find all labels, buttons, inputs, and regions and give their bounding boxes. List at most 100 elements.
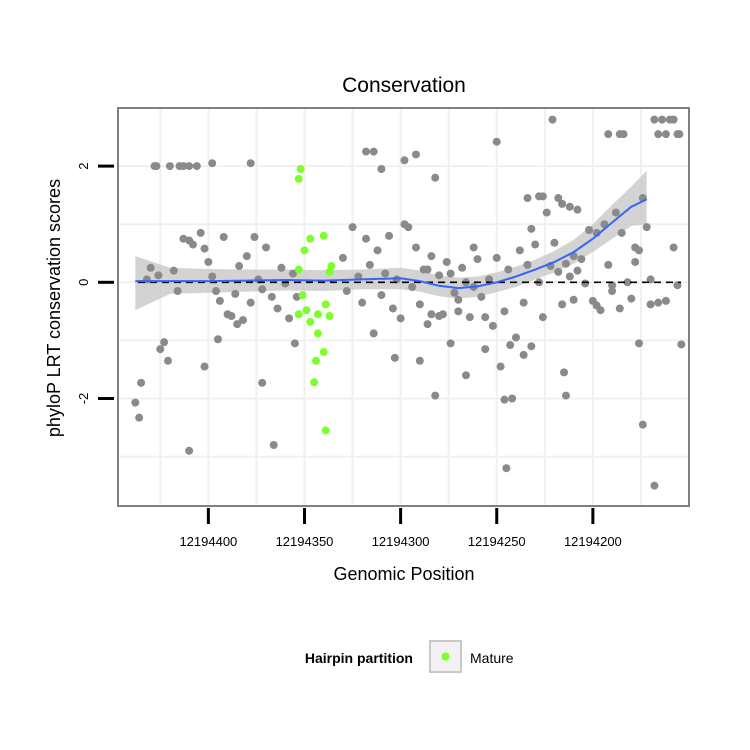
data-point: [285, 314, 294, 323]
data-point: [250, 232, 259, 241]
mature-data-point: [294, 174, 303, 183]
data-point: [427, 252, 436, 261]
x-axis-title: Genomic Position: [333, 564, 474, 584]
data-point: [131, 398, 140, 407]
data-point: [542, 208, 551, 217]
data-point: [385, 231, 394, 240]
data-point: [408, 282, 417, 291]
data-point: [502, 464, 511, 473]
mature-data-point: [296, 165, 305, 174]
panel-background: [118, 108, 689, 506]
data-point: [377, 291, 386, 300]
data-point: [554, 267, 563, 276]
data-point: [231, 289, 240, 298]
data-point: [208, 159, 217, 168]
legend-marker-mature: [441, 652, 450, 661]
data-point: [585, 226, 594, 235]
data-point: [469, 243, 478, 252]
data-point: [627, 294, 636, 303]
data-point: [258, 285, 267, 294]
x-tick-label: 12194200: [564, 534, 622, 549]
data-point: [188, 240, 197, 249]
data-point: [163, 356, 172, 365]
data-point: [173, 287, 182, 296]
data-point: [258, 378, 267, 387]
data-point: [581, 279, 590, 288]
data-point: [242, 252, 251, 261]
data-point: [446, 269, 455, 278]
data-point: [269, 440, 278, 449]
data-point: [642, 223, 651, 232]
data-point: [165, 162, 174, 171]
data-point: [362, 147, 371, 156]
data-point: [481, 345, 490, 354]
data-point: [238, 316, 247, 325]
data-point: [390, 353, 399, 362]
data-point: [558, 300, 567, 309]
mature-data-point: [325, 267, 334, 276]
data-point: [523, 260, 532, 269]
data-point: [381, 269, 390, 278]
data-point: [675, 130, 684, 139]
data-point: [235, 262, 244, 271]
x-tick-label: 12194300: [372, 534, 430, 549]
data-point: [338, 253, 347, 262]
data-point: [548, 115, 557, 124]
data-point: [137, 378, 146, 387]
data-point: [160, 338, 169, 347]
data-point: [635, 246, 644, 255]
data-point: [550, 238, 559, 247]
data-point: [446, 339, 455, 348]
data-point: [423, 265, 432, 274]
data-point: [227, 312, 236, 321]
data-point: [492, 137, 501, 146]
data-point: [531, 240, 540, 249]
data-point: [604, 260, 613, 269]
data-point: [431, 173, 440, 182]
data-point: [519, 298, 528, 307]
data-point: [435, 271, 444, 280]
data-point: [527, 224, 536, 233]
data-point: [404, 223, 413, 232]
mature-data-point: [310, 378, 319, 387]
data-point: [500, 395, 509, 404]
data-point: [461, 371, 470, 380]
data-point: [481, 313, 490, 322]
data-point: [661, 130, 670, 139]
data-point: [515, 246, 524, 255]
data-point: [185, 446, 194, 455]
legend: Hairpin partition Mature: [305, 640, 514, 673]
data-point: [654, 298, 663, 307]
data-point: [496, 362, 505, 371]
data-point: [365, 260, 374, 269]
data-point: [492, 253, 501, 262]
data-point: [369, 329, 378, 338]
data-point: [565, 272, 574, 281]
data-point: [488, 321, 497, 330]
data-point: [388, 304, 397, 313]
data-point: [573, 205, 582, 214]
data-point: [135, 413, 144, 422]
data-point: [561, 391, 570, 400]
data-point: [592, 301, 601, 310]
data-point: [608, 281, 617, 290]
mature-data-point: [313, 329, 322, 338]
data-point: [213, 335, 222, 344]
data-point: [415, 300, 424, 309]
data-point: [619, 130, 628, 139]
data-point: [573, 266, 582, 275]
data-point: [212, 287, 221, 296]
legend-entry-mature: Mature: [470, 650, 514, 666]
data-point: [458, 263, 467, 272]
mature-data-point: [298, 291, 307, 300]
data-point: [369, 147, 378, 156]
data-point: [604, 130, 613, 139]
mature-data-point: [319, 348, 328, 357]
data-point: [348, 223, 357, 232]
data-point: [277, 263, 286, 272]
data-point: [669, 243, 678, 252]
x-tick-label: 12194400: [179, 534, 237, 549]
mature-data-point: [312, 356, 321, 365]
data-point: [200, 362, 209, 371]
